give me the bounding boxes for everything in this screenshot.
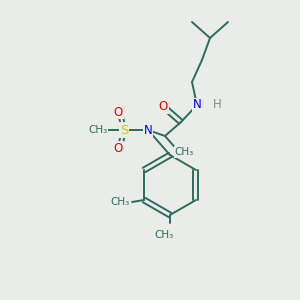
Text: CH₃: CH₃ (88, 125, 108, 135)
Text: CH₃: CH₃ (154, 230, 174, 240)
Text: N: N (193, 98, 201, 112)
Text: S: S (120, 124, 128, 136)
Text: H: H (213, 98, 221, 112)
Text: O: O (113, 142, 123, 154)
Text: CH₃: CH₃ (174, 147, 194, 157)
Text: CH₃: CH₃ (110, 197, 130, 207)
Text: O: O (158, 100, 168, 113)
Text: O: O (113, 106, 123, 118)
Text: N: N (144, 124, 152, 136)
